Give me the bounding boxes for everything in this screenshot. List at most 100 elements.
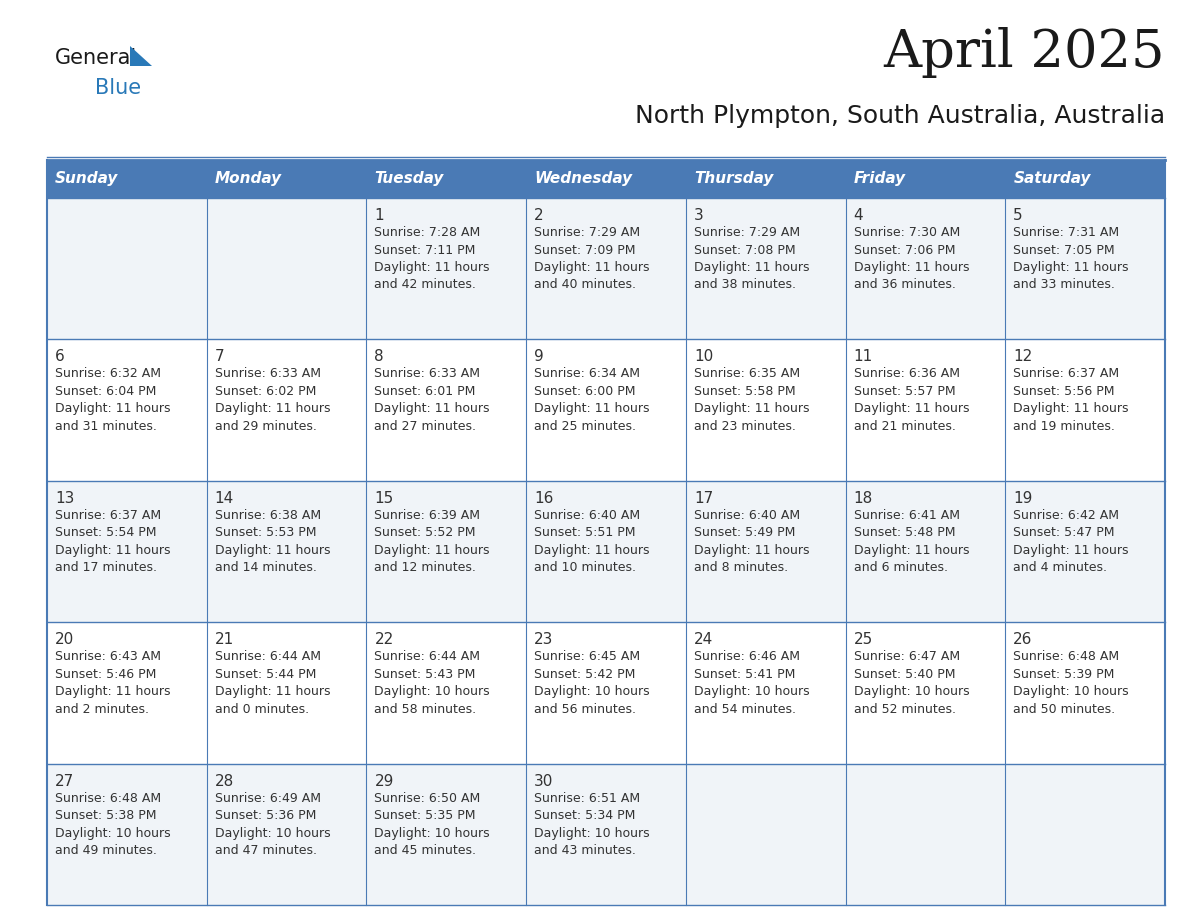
Text: Sunrise: 6:32 AM
Sunset: 6:04 PM
Daylight: 11 hours
and 31 minutes.: Sunrise: 6:32 AM Sunset: 6:04 PM Dayligh…	[55, 367, 171, 433]
Bar	[526, 764, 685, 905]
Text: Sunrise: 6:51 AM
Sunset: 5:34 PM
Daylight: 10 hours
and 43 minutes.: Sunrise: 6:51 AM Sunset: 5:34 PM Dayligh…	[535, 791, 650, 857]
Bar	[366, 340, 526, 481]
Text: 22: 22	[374, 633, 393, 647]
Text: Tuesday: Tuesday	[374, 172, 444, 186]
Bar	[207, 764, 366, 905]
Text: Sunrise: 7:29 AM
Sunset: 7:08 PM
Daylight: 11 hours
and 38 minutes.: Sunrise: 7:29 AM Sunset: 7:08 PM Dayligh…	[694, 226, 809, 292]
Text: Sunrise: 6:37 AM
Sunset: 5:54 PM
Daylight: 11 hours
and 17 minutes.: Sunrise: 6:37 AM Sunset: 5:54 PM Dayligh…	[55, 509, 171, 575]
Bar	[846, 622, 1005, 764]
Bar	[207, 160, 366, 198]
Text: 30: 30	[535, 774, 554, 789]
Text: 10: 10	[694, 350, 713, 364]
Bar	[526, 340, 685, 481]
Text: Sunrise: 6:38 AM
Sunset: 5:53 PM
Daylight: 11 hours
and 14 minutes.: Sunrise: 6:38 AM Sunset: 5:53 PM Dayligh…	[215, 509, 330, 575]
Text: Sunrise: 6:42 AM
Sunset: 5:47 PM
Daylight: 11 hours
and 4 minutes.: Sunrise: 6:42 AM Sunset: 5:47 PM Dayligh…	[1013, 509, 1129, 575]
Text: Wednesday: Wednesday	[535, 172, 632, 186]
Text: 13: 13	[55, 491, 75, 506]
Text: Sunrise: 7:31 AM
Sunset: 7:05 PM
Daylight: 11 hours
and 33 minutes.: Sunrise: 7:31 AM Sunset: 7:05 PM Dayligh…	[1013, 226, 1129, 292]
Bar	[685, 340, 846, 481]
Text: Sunrise: 6:33 AM
Sunset: 6:02 PM
Daylight: 11 hours
and 29 minutes.: Sunrise: 6:33 AM Sunset: 6:02 PM Dayligh…	[215, 367, 330, 433]
Bar	[1005, 340, 1165, 481]
Bar	[526, 160, 685, 198]
Text: 27: 27	[55, 774, 74, 789]
Bar	[846, 160, 1005, 198]
Bar	[207, 481, 366, 622]
Polygon shape	[129, 46, 152, 66]
Text: General: General	[55, 48, 138, 68]
Text: 20: 20	[55, 633, 74, 647]
Text: 5: 5	[1013, 208, 1023, 223]
Text: 4: 4	[853, 208, 864, 223]
Text: 26: 26	[1013, 633, 1032, 647]
Bar	[1005, 764, 1165, 905]
Text: Friday: Friday	[853, 172, 905, 186]
Text: April 2025: April 2025	[884, 27, 1165, 78]
Text: 9: 9	[535, 350, 544, 364]
Text: 12: 12	[1013, 350, 1032, 364]
Text: Sunrise: 6:40 AM
Sunset: 5:49 PM
Daylight: 11 hours
and 8 minutes.: Sunrise: 6:40 AM Sunset: 5:49 PM Dayligh…	[694, 509, 809, 575]
Bar	[207, 340, 366, 481]
Text: Sunrise: 6:46 AM
Sunset: 5:41 PM
Daylight: 10 hours
and 54 minutes.: Sunrise: 6:46 AM Sunset: 5:41 PM Dayligh…	[694, 650, 809, 716]
Bar	[685, 160, 846, 198]
Bar	[48, 622, 207, 764]
Text: 2: 2	[535, 208, 544, 223]
Text: Sunrise: 6:44 AM
Sunset: 5:44 PM
Daylight: 11 hours
and 0 minutes.: Sunrise: 6:44 AM Sunset: 5:44 PM Dayligh…	[215, 650, 330, 716]
Text: 21: 21	[215, 633, 234, 647]
Text: Sunrise: 6:47 AM
Sunset: 5:40 PM
Daylight: 10 hours
and 52 minutes.: Sunrise: 6:47 AM Sunset: 5:40 PM Dayligh…	[853, 650, 969, 716]
Bar	[526, 198, 685, 340]
Bar	[685, 198, 846, 340]
Text: 19: 19	[1013, 491, 1032, 506]
Text: Sunrise: 6:36 AM
Sunset: 5:57 PM
Daylight: 11 hours
and 21 minutes.: Sunrise: 6:36 AM Sunset: 5:57 PM Dayligh…	[853, 367, 969, 433]
Bar	[48, 340, 207, 481]
Text: 6: 6	[55, 350, 65, 364]
Text: Sunrise: 6:40 AM
Sunset: 5:51 PM
Daylight: 11 hours
and 10 minutes.: Sunrise: 6:40 AM Sunset: 5:51 PM Dayligh…	[535, 509, 650, 575]
Text: Blue: Blue	[95, 78, 141, 98]
Bar	[1005, 160, 1165, 198]
Text: Monday: Monday	[215, 172, 282, 186]
Text: Sunrise: 7:30 AM
Sunset: 7:06 PM
Daylight: 11 hours
and 36 minutes.: Sunrise: 7:30 AM Sunset: 7:06 PM Dayligh…	[853, 226, 969, 292]
Text: Sunrise: 6:48 AM
Sunset: 5:39 PM
Daylight: 10 hours
and 50 minutes.: Sunrise: 6:48 AM Sunset: 5:39 PM Dayligh…	[1013, 650, 1129, 716]
Text: 14: 14	[215, 491, 234, 506]
Bar	[846, 198, 1005, 340]
Text: Sunrise: 6:50 AM
Sunset: 5:35 PM
Daylight: 10 hours
and 45 minutes.: Sunrise: 6:50 AM Sunset: 5:35 PM Dayligh…	[374, 791, 491, 857]
Bar	[526, 481, 685, 622]
Bar	[366, 622, 526, 764]
Text: Sunrise: 6:41 AM
Sunset: 5:48 PM
Daylight: 11 hours
and 6 minutes.: Sunrise: 6:41 AM Sunset: 5:48 PM Dayligh…	[853, 509, 969, 575]
Bar	[685, 764, 846, 905]
Text: 18: 18	[853, 491, 873, 506]
Text: Sunrise: 6:48 AM
Sunset: 5:38 PM
Daylight: 10 hours
and 49 minutes.: Sunrise: 6:48 AM Sunset: 5:38 PM Dayligh…	[55, 791, 171, 857]
Text: 25: 25	[853, 633, 873, 647]
Text: 15: 15	[374, 491, 393, 506]
Bar	[48, 198, 207, 340]
Bar	[685, 622, 846, 764]
Bar	[366, 481, 526, 622]
Bar	[526, 622, 685, 764]
Bar	[48, 481, 207, 622]
Bar	[1005, 481, 1165, 622]
Text: 28: 28	[215, 774, 234, 789]
Text: 3: 3	[694, 208, 703, 223]
Text: Sunrise: 6:35 AM
Sunset: 5:58 PM
Daylight: 11 hours
and 23 minutes.: Sunrise: 6:35 AM Sunset: 5:58 PM Dayligh…	[694, 367, 809, 433]
Bar	[685, 481, 846, 622]
Text: Thursday: Thursday	[694, 172, 773, 186]
Bar	[846, 481, 1005, 622]
Bar	[207, 622, 366, 764]
Text: Saturday: Saturday	[1013, 172, 1091, 186]
Text: Sunrise: 6:49 AM
Sunset: 5:36 PM
Daylight: 10 hours
and 47 minutes.: Sunrise: 6:49 AM Sunset: 5:36 PM Dayligh…	[215, 791, 330, 857]
Bar	[366, 764, 526, 905]
Text: Sunrise: 6:33 AM
Sunset: 6:01 PM
Daylight: 11 hours
and 27 minutes.: Sunrise: 6:33 AM Sunset: 6:01 PM Dayligh…	[374, 367, 489, 433]
Text: Sunrise: 6:34 AM
Sunset: 6:00 PM
Daylight: 11 hours
and 25 minutes.: Sunrise: 6:34 AM Sunset: 6:00 PM Dayligh…	[535, 367, 650, 433]
Text: 8: 8	[374, 350, 384, 364]
Text: Sunrise: 7:29 AM
Sunset: 7:09 PM
Daylight: 11 hours
and 40 minutes.: Sunrise: 7:29 AM Sunset: 7:09 PM Dayligh…	[535, 226, 650, 292]
Text: 7: 7	[215, 350, 225, 364]
Text: 24: 24	[694, 633, 713, 647]
Bar	[1005, 622, 1165, 764]
Text: 23: 23	[535, 633, 554, 647]
Bar	[48, 160, 207, 198]
Bar	[48, 764, 207, 905]
Text: North Plympton, South Australia, Australia: North Plympton, South Australia, Austral…	[634, 104, 1165, 128]
Text: Sunrise: 6:43 AM
Sunset: 5:46 PM
Daylight: 11 hours
and 2 minutes.: Sunrise: 6:43 AM Sunset: 5:46 PM Dayligh…	[55, 650, 171, 716]
Bar	[366, 198, 526, 340]
Text: Sunrise: 6:39 AM
Sunset: 5:52 PM
Daylight: 11 hours
and 12 minutes.: Sunrise: 6:39 AM Sunset: 5:52 PM Dayligh…	[374, 509, 489, 575]
Text: Sunrise: 6:37 AM
Sunset: 5:56 PM
Daylight: 11 hours
and 19 minutes.: Sunrise: 6:37 AM Sunset: 5:56 PM Dayligh…	[1013, 367, 1129, 433]
